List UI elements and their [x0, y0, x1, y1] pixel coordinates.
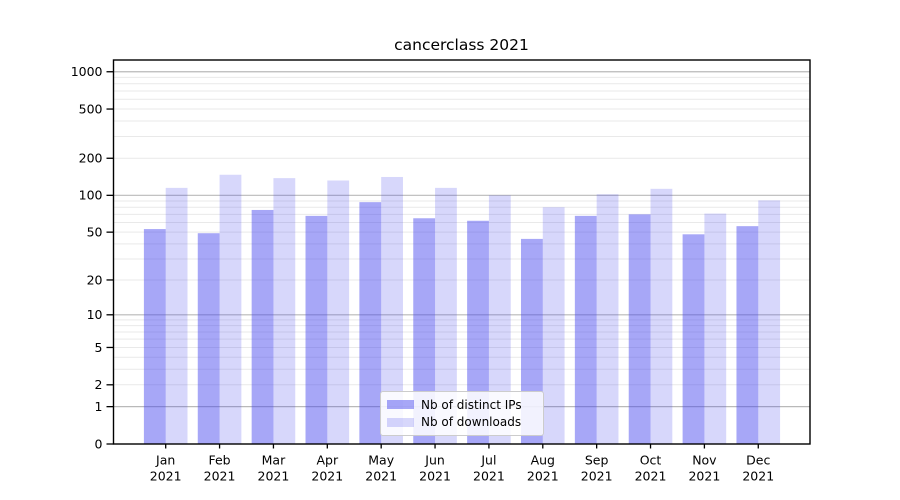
bar-downloads-aug [542, 207, 565, 444]
x-tick-label-year: 2021 [419, 469, 451, 484]
y-tick-label: 5 [95, 340, 103, 355]
x-tick-label-year: 2021 [150, 469, 182, 484]
legend-swatch-downloads [387, 417, 414, 427]
legend-label-downloads: Nb of downloads [421, 415, 522, 430]
legend-label-distinct-ips: Nb of distinct IPs [421, 397, 522, 412]
x-tick-label-year: 2021 [258, 469, 290, 484]
bar-downloads-apr [327, 180, 350, 444]
y-tick-label: 0 [95, 436, 103, 451]
x-tick-label-year: 2021 [581, 469, 613, 484]
x-tick-label-month: Apr [316, 453, 338, 468]
x-tick-label-year: 2021 [527, 469, 559, 484]
x-tick-label-month: Aug [531, 453, 555, 468]
bar-downloads-may [381, 176, 403, 445]
x-tick-label-year: 2021 [635, 469, 667, 484]
y-tick-label: 1000 [71, 64, 103, 79]
legend: Nb of distinct IPs Nb of downloads [380, 391, 544, 436]
y-tick-label: 10 [87, 307, 103, 322]
y-tick-label: 20 [87, 272, 103, 287]
legend-item-distinct-ips: Nb of distinct IPs [387, 398, 537, 412]
x-tick-label-month: Jul [480, 453, 496, 468]
bar-downloads-jun [435, 187, 457, 444]
legend-item-downloads: Nb of downloads [387, 415, 537, 429]
bar-downloads-jan [165, 187, 188, 444]
x-tick-label-year: 2021 [365, 469, 397, 484]
x-tick-label-year: 2021 [311, 469, 343, 484]
bar-distinct-ips-nov [682, 234, 705, 444]
x-tick-label-month: Nov [692, 453, 717, 468]
bar-downloads-feb [219, 174, 242, 444]
x-tick-label-year: 2021 [204, 469, 236, 484]
bar-downloads-mar [273, 178, 296, 444]
x-tick-label-month: Feb [208, 453, 230, 468]
bar-distinct-ips-dec [736, 226, 759, 444]
bar-distinct-ips-jun [413, 218, 436, 444]
y-tick-label: 100 [79, 188, 103, 203]
axes-frame [112, 59, 811, 445]
y-tick-label: 200 [79, 151, 103, 166]
x-tick-label-month: May [368, 453, 394, 468]
x-tick-label-month: Jan [155, 453, 175, 468]
x-tick-label-year: 2021 [688, 469, 720, 484]
bar-distinct-ips-jan [143, 229, 166, 444]
x-tick-label-month: Dec [746, 453, 770, 468]
y-tick-label: 50 [87, 224, 103, 239]
bar-downloads-jul [488, 195, 511, 444]
y-tick-label: 2 [95, 377, 103, 392]
legend-swatch-distinct-ips [387, 400, 414, 410]
x-tick-label-month: Sep [585, 453, 609, 468]
x-tick-label-year: 2021 [742, 469, 774, 484]
bar-distinct-ips-sep [574, 215, 597, 444]
bar-distinct-ips-jul [467, 220, 489, 444]
bar-downloads-oct [650, 188, 673, 444]
x-tick-label-year: 2021 [473, 469, 505, 484]
x-tick-label-month: Jun [424, 453, 445, 468]
bar-distinct-ips-may [359, 202, 382, 444]
bar-downloads-dec [758, 200, 781, 444]
bar-downloads-sep [596, 194, 619, 444]
y-tick-label: 500 [79, 101, 103, 116]
bar-distinct-ips-mar [251, 209, 274, 444]
bar-downloads-nov [704, 213, 727, 444]
x-tick-label-month: Mar [262, 453, 286, 468]
bar-distinct-ips-oct [628, 214, 651, 444]
x-tick-label-month: Oct [640, 453, 662, 468]
chart-title: cancerclass 2021 [394, 36, 529, 54]
bar-distinct-ips-apr [305, 215, 328, 444]
y-tick-label: 1 [95, 399, 103, 414]
bar-distinct-ips-feb [197, 233, 220, 444]
